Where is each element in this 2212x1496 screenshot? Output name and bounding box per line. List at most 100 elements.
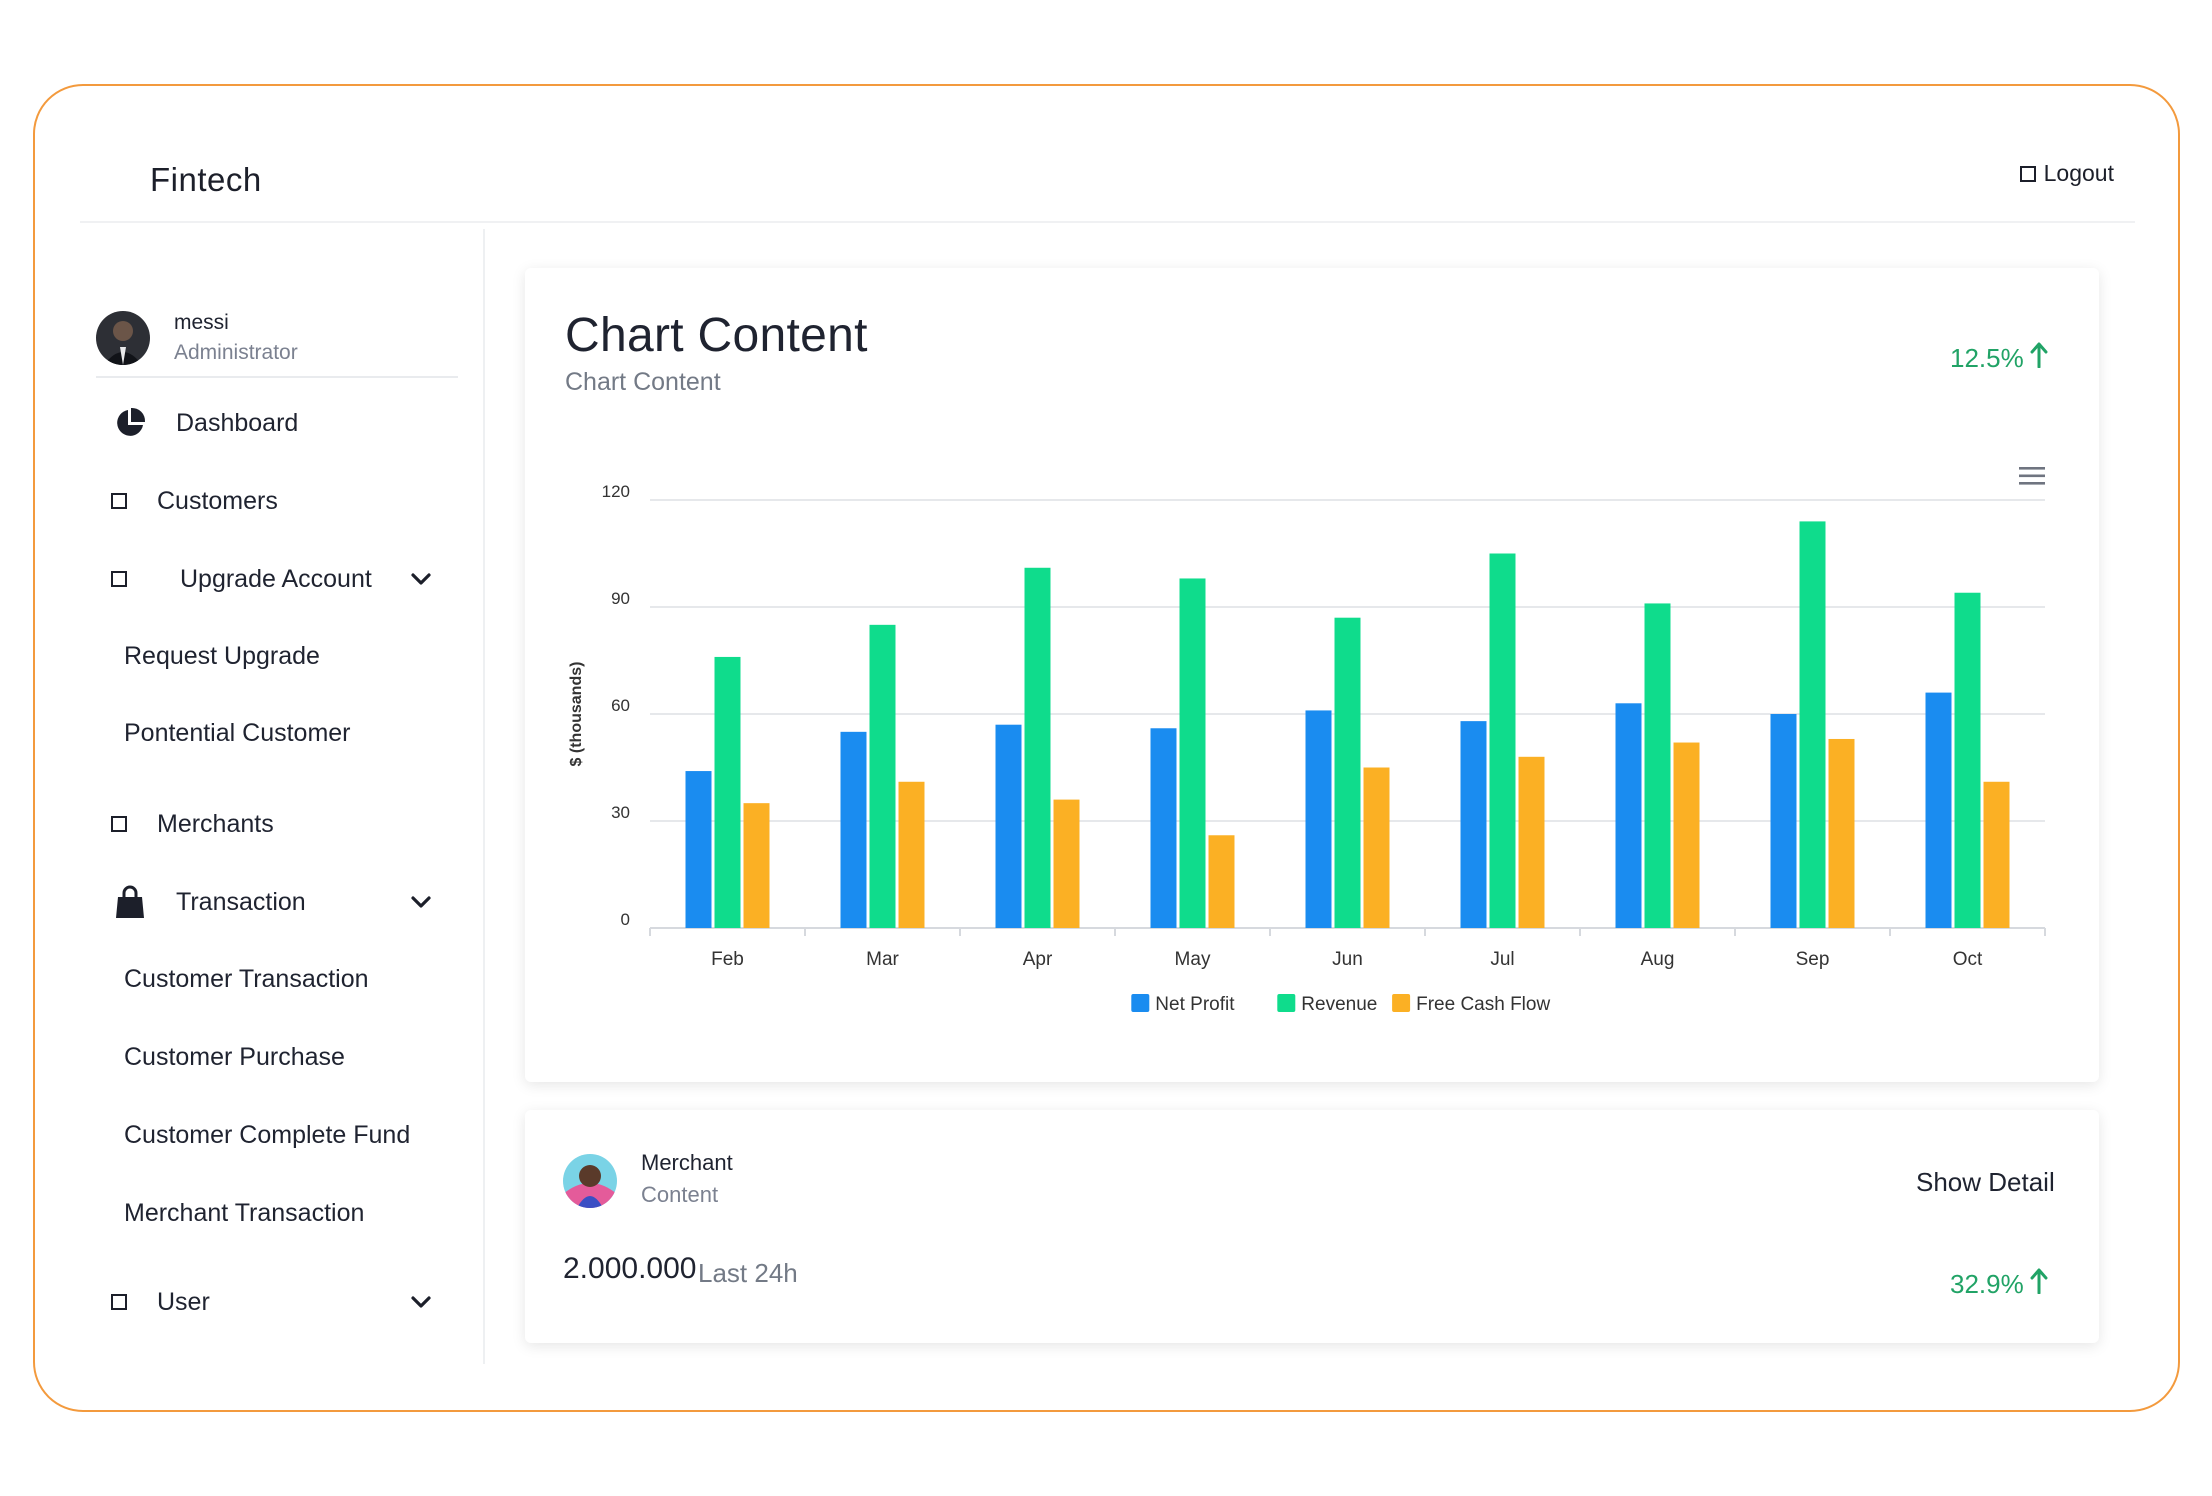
chart-card: Chart Content Chart Content 12.5% 0 30 60 9… [525,268,2099,1082]
sidebar-item-merchant-transaction[interactable]: Merchant Transaction [124,1198,365,1227]
chevron-down-icon [410,568,432,597]
bar-net-profit [1305,710,1332,928]
bar-net-profit [1460,721,1487,928]
chart-menu-icon[interactable] [2019,465,2045,492]
bar-net-profit [840,731,867,928]
sidebar-item-upgrade-account[interactable]: Upgrade Account [80,554,460,604]
sidebar-item-transaction[interactable]: Transaction [80,877,460,927]
x-tick-label: Aug [1641,949,1675,970]
growth-value: 32.9% [1950,1269,2024,1299]
growth-value: 12.5% [1950,343,2024,373]
logout-button[interactable]: Logout [2019,160,2114,187]
bar-free-cash-flow [1518,756,1545,928]
profile-divider [96,376,458,378]
show-detail-link[interactable]: Show Detail [1916,1167,2055,1197]
user-name: messi [174,311,229,334]
merchant-title: Merchant [641,1150,733,1175]
logout-label: Logout [2043,160,2114,186]
bar-revenue [1179,578,1206,928]
y-tick-label: 60 [611,696,630,715]
x-tick-label: Jun [1332,949,1363,970]
chart-card-subtitle: Chart Content [565,368,721,396]
merchant-card: Merchant Content Show Detail 2.000.000 L… [525,1110,2099,1343]
shopping-bag-icon [115,885,145,919]
bar-free-cash-flow [743,803,770,928]
merchant-period: Last 24h [698,1258,798,1288]
legend-swatch [1277,994,1296,1012]
merchant-subtitle: Content [641,1182,719,1207]
x-tick-label: May [1175,949,1211,970]
bar-net-profit [1615,703,1642,928]
sidebar-item-label: Transaction [176,887,306,916]
sidebar-item-user[interactable]: User [80,1277,460,1327]
y-tick-label: 90 [611,589,630,608]
sidebar-item-label: Dashboard [176,408,299,437]
sidebar-item-customer-complete-fund[interactable]: Customer Complete Fund [124,1120,411,1149]
legend-label: Net Profit [1155,994,1235,1015]
user-role: Administrator [174,341,298,364]
sidebar-item-customer-transaction[interactable]: Customer Transaction [124,964,369,993]
bar-revenue [714,656,741,928]
sidebar-item-label: Upgrade Account [180,564,372,593]
bar-revenue [1954,592,1981,928]
user-profile[interactable]: messi Administrator [96,311,298,365]
bar-free-cash-flow [1363,767,1390,928]
arrow-up-icon [2030,1268,2048,1301]
chart-growth: 12.5% [1950,342,2048,375]
logout-icon [2019,165,2036,182]
bar-net-profit [1150,728,1177,928]
bar-free-cash-flow [1983,781,2010,928]
legend-label: Free Cash Flow [1416,994,1550,1015]
x-tick-label: Jul [1490,949,1514,970]
sidebar-item-request-upgrade[interactable]: Request Upgrade [124,641,320,670]
bar-free-cash-flow [1208,835,1235,928]
sidebar-item-merchants[interactable]: Merchants [80,799,460,849]
bar-chart: 0 30 60 90 120 $ (thousands) Feb Mar Apr May Jun Ju… [568,482,2046,1015]
bar-net-profit [995,724,1022,928]
bar-free-cash-flow [1053,799,1080,928]
bar-net-profit [685,771,712,928]
y-tick-label: 120 [602,482,630,501]
sidebar-item-label: Merchants [157,809,274,838]
bar-free-cash-flow [898,781,925,928]
bar-revenue [1644,603,1671,928]
chart-card-title: Chart Content [565,309,868,362]
pie-chart-icon [113,406,147,440]
sidebar-item-dashboard[interactable]: Dashboard [80,398,460,448]
chevron-down-icon [410,1291,432,1320]
x-tick-label: Feb [711,949,744,970]
bar-revenue [1799,521,1826,928]
x-tick-label: Oct [1953,949,1983,970]
x-tick-label: Mar [866,949,899,970]
merchant-growth: 32.9% [1950,1268,2048,1301]
header-divider [80,221,2135,223]
arrow-up-icon [2030,342,2048,375]
sidebar-item-label: Customers [157,486,278,515]
bar-free-cash-flow [1673,742,1700,928]
bar-net-profit [1925,692,1952,928]
y-axis-label: $ (thousands) [568,662,585,767]
bar-net-profit [1770,714,1797,928]
legend-label: Revenue [1301,994,1377,1015]
merchant-avatar [563,1154,617,1208]
avatar [96,311,150,365]
square-icon [111,571,127,587]
y-tick-label: 0 [621,910,630,929]
sidebar-item-customer-purchase[interactable]: Customer Purchase [124,1042,345,1071]
bar-free-cash-flow [1828,738,1855,928]
y-tick-label: 30 [611,803,630,822]
sidebar-item-customers[interactable]: Customers [80,476,460,526]
bar-revenue [1334,617,1361,928]
bar-revenue [1489,553,1516,928]
app-brand: Fintech [150,161,262,198]
merchant-value: 2.000.000 [563,1252,697,1285]
bar-revenue [869,624,896,928]
x-tick-label: Apr [1023,949,1053,970]
legend-swatch [1392,994,1411,1012]
sidebar-item-potential-customer[interactable]: Pontential Customer [124,718,351,747]
legend-swatch [1131,994,1150,1012]
sidebar: messi Administrator Dashboard Customers … [80,229,485,1364]
chevron-down-icon [410,891,432,920]
x-tick-label: Sep [1796,949,1830,970]
square-icon [111,493,127,509]
